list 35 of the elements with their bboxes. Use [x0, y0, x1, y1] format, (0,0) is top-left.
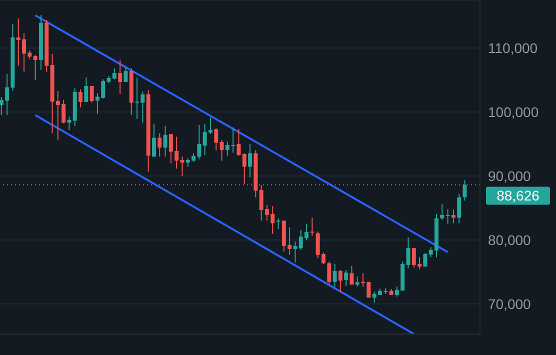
- candlestick: [78, 88, 83, 108]
- candlestick: [152, 123, 156, 158]
- candlestick: [220, 139, 224, 162]
- candlestick: [248, 143, 252, 178]
- candlestick: [344, 269, 348, 286]
- y-tick-label: 70,000: [488, 296, 532, 312]
- candlestick: [338, 269, 342, 292]
- candlestick: [124, 66, 128, 82]
- candlestick: [242, 152, 246, 184]
- candlestick: [84, 76, 88, 102]
- candlestick: [236, 128, 241, 156]
- candlestick: [214, 128, 218, 152]
- ref-line-label: 88,626: [496, 188, 540, 204]
- candlestick: [440, 203, 444, 220]
- candlestick: [423, 252, 428, 268]
- y-tick-label: 110,000: [488, 40, 538, 56]
- y-tick-label: 100,000: [488, 104, 539, 120]
- candlestick: [446, 208, 450, 224]
- candlestick: [451, 208, 456, 224]
- candlestick: [276, 218, 280, 230]
- candlestick: [33, 54, 38, 80]
- candlestick: [158, 132, 162, 158]
- candlestick: [327, 261, 332, 284]
- candlestick: [355, 276, 360, 288]
- candlestick: [310, 217, 314, 236]
- candlestick: [293, 241, 298, 264]
- candlestick: [163, 125, 168, 158]
- y-tick-label: 80,000: [488, 232, 532, 248]
- candlestick: [118, 59, 122, 94]
- candlestick: [457, 193, 462, 224]
- candlestick: [67, 116, 72, 130]
- candlestick: [332, 263, 337, 288]
- candlestick: [90, 85, 94, 104]
- y-tick-label: 90,000: [488, 168, 532, 184]
- candlestick: [350, 265, 354, 286]
